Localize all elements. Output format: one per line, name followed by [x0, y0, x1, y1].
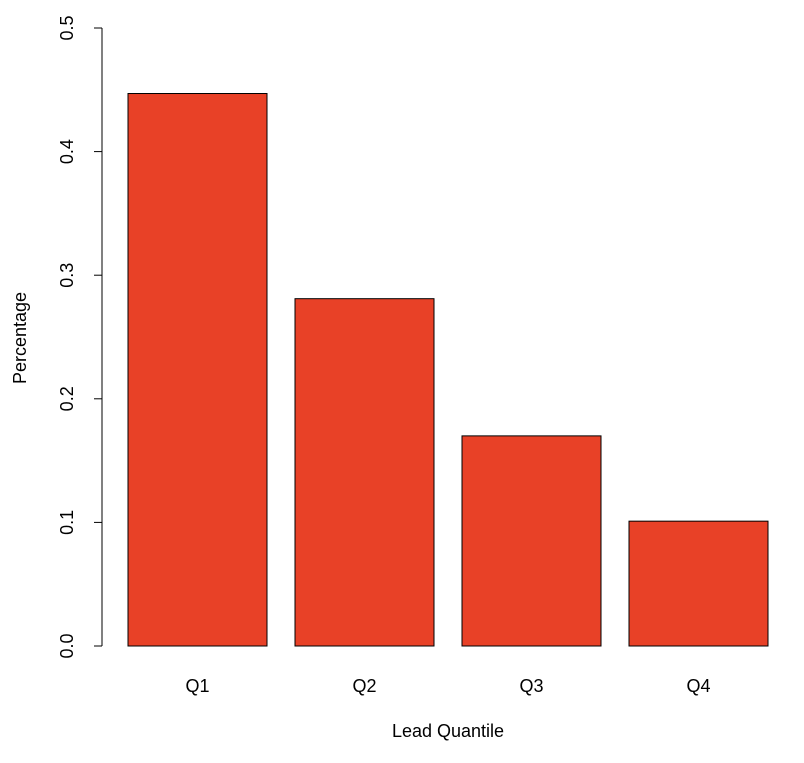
x-tick-label: Q2	[352, 676, 376, 696]
bar-q1	[127, 93, 268, 647]
bars	[127, 93, 769, 647]
x-tick-labels: Q1 Q2 Q3 Q4	[185, 676, 710, 696]
bar-q3	[461, 435, 602, 647]
y-tick-label: 0.3	[57, 263, 77, 288]
x-tick-label: Q3	[519, 676, 543, 696]
y-axis: 0.0 0.1 0.2 0.3 0.4 0.5	[57, 15, 103, 659]
x-axis-label: Lead Quantile	[392, 721, 504, 741]
y-tick-label: 0.5	[57, 15, 77, 40]
y-axis-label: Percentage	[10, 292, 30, 384]
x-tick-label: Q1	[185, 676, 209, 696]
bar-q2	[294, 298, 435, 647]
y-tick-label: 0.0	[57, 633, 77, 658]
y-tick-label: 0.2	[57, 386, 77, 411]
bar-q4	[628, 520, 769, 647]
y-tick-label: 0.4	[57, 139, 77, 164]
x-tick-label: Q4	[686, 676, 710, 696]
y-tick-label: 0.1	[57, 510, 77, 535]
